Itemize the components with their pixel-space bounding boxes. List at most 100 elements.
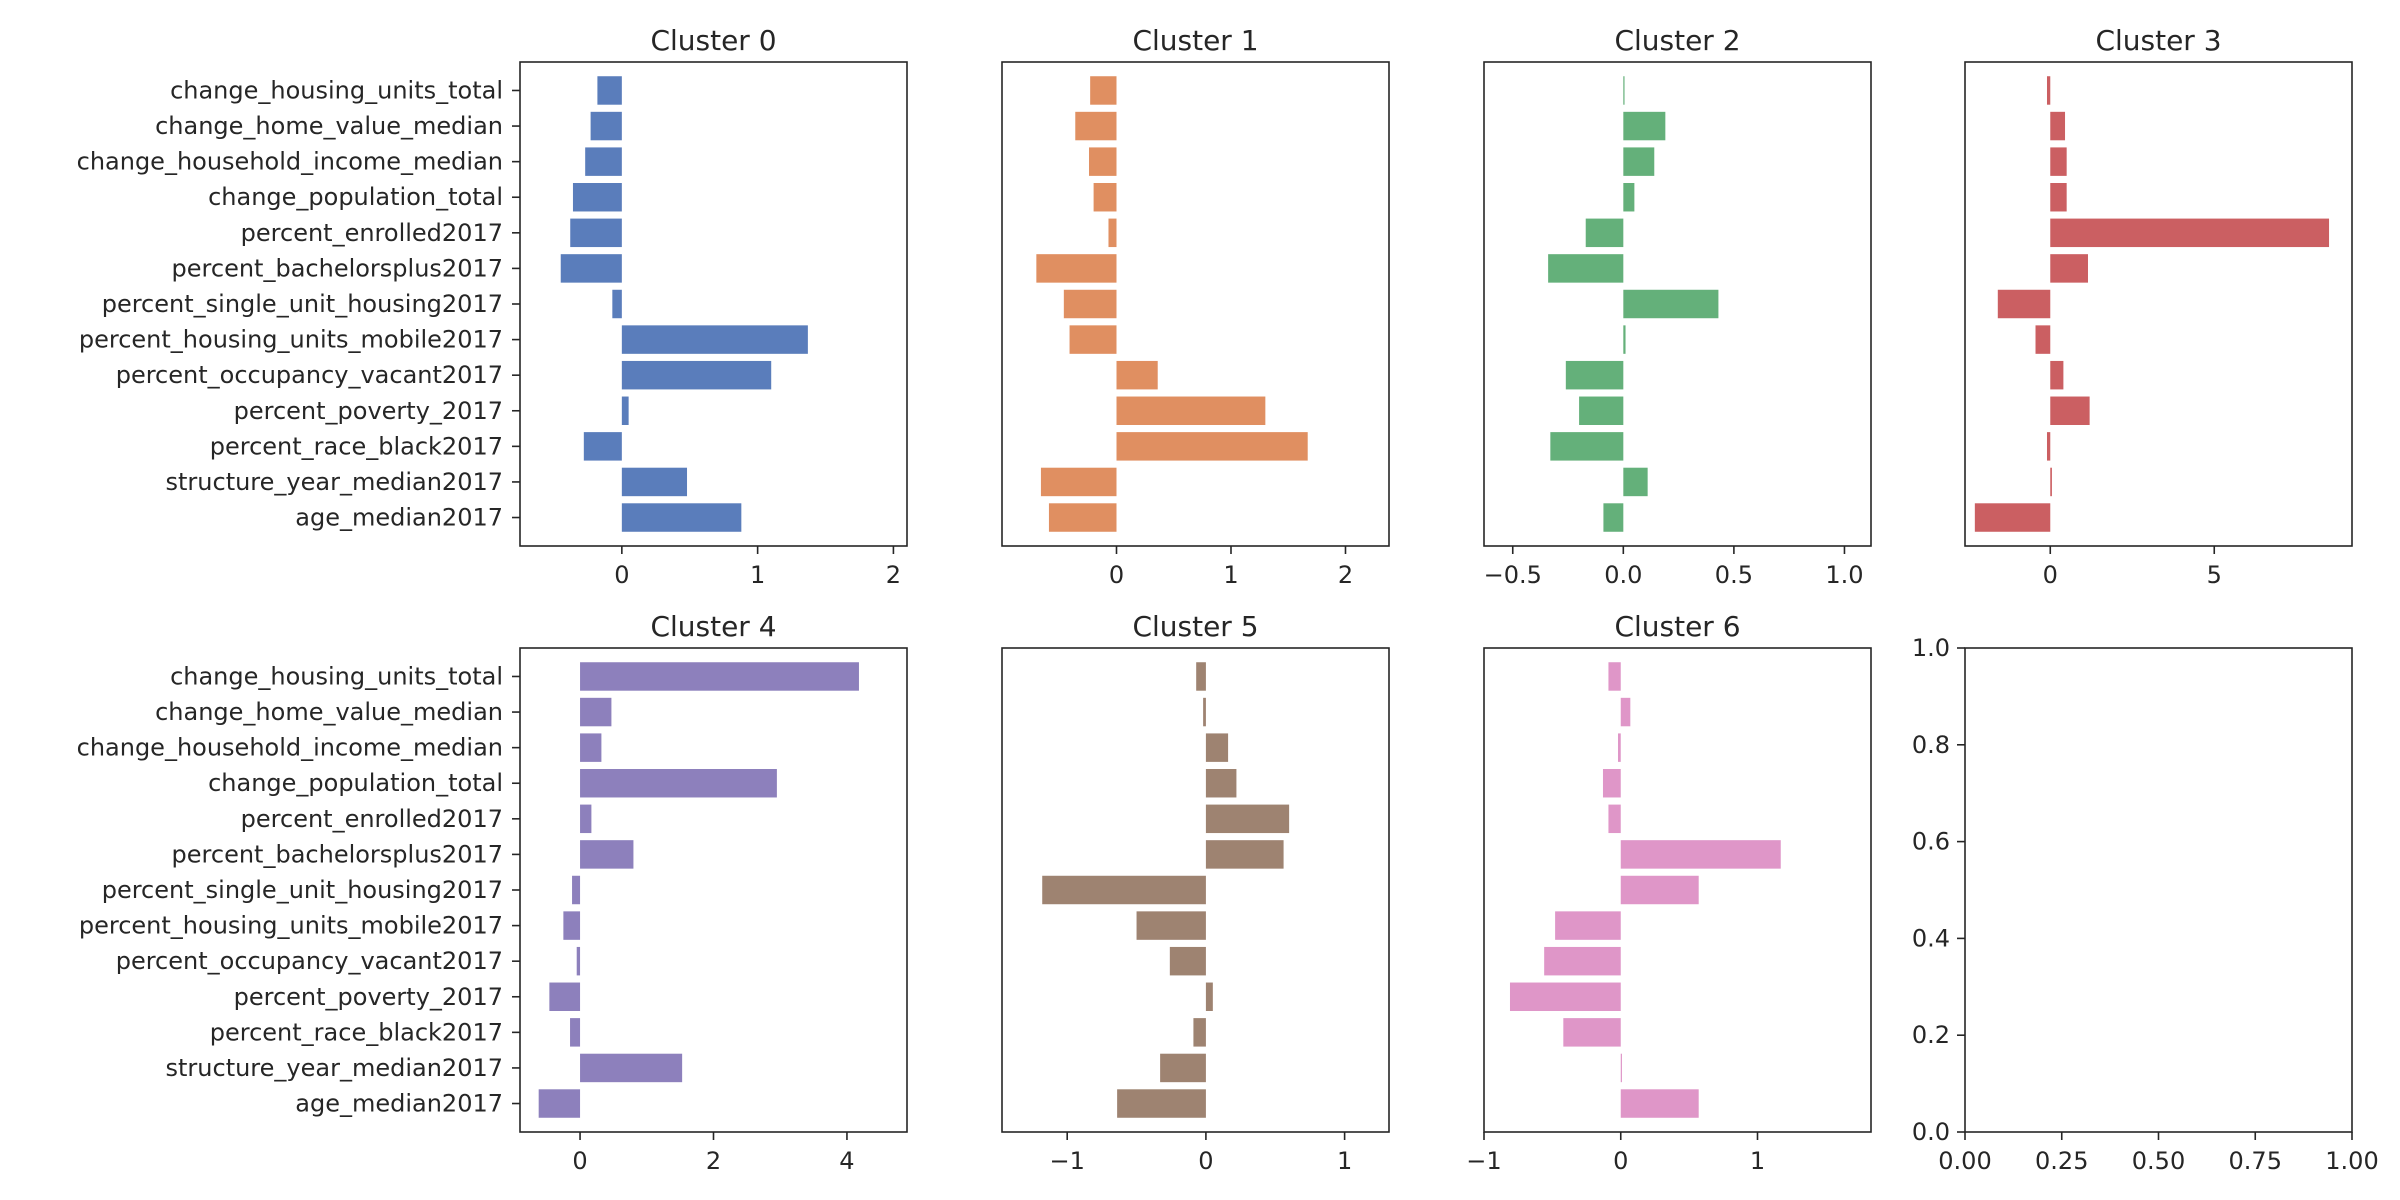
bar-age_median2017 bbox=[1048, 503, 1117, 532]
bar-change_home_value_median bbox=[1203, 697, 1206, 727]
bar-percent_race_black2017 bbox=[1550, 432, 1624, 461]
axes-frame bbox=[1483, 647, 1872, 1133]
bar-percent_enrolled2017 bbox=[570, 218, 622, 248]
bar-percent_bachelorsplus2017 bbox=[560, 254, 622, 283]
x-tick-label: 0.5 bbox=[1715, 561, 1753, 589]
bar-change_home_value_median bbox=[1623, 111, 1666, 141]
x-tick-label: 0 bbox=[1613, 1147, 1628, 1175]
panel-title: Cluster 2 bbox=[1614, 24, 1740, 57]
panel-title: Cluster 6 bbox=[1614, 610, 1740, 643]
y-tick-label: 0.2 bbox=[1912, 1021, 1950, 1049]
y-tick-label: 0.4 bbox=[1912, 924, 1950, 952]
category-label: change_population_total bbox=[208, 183, 503, 211]
x-tick-label: 0 bbox=[572, 1147, 587, 1175]
subplot-cluster-4: Cluster 4 0 2 4 change_housing_units_totalch… bbox=[77, 610, 908, 1175]
x-tick-label: 1 bbox=[1223, 561, 1238, 589]
bar-percent_occupancy_vacant2017 bbox=[2050, 360, 2064, 390]
bar-age_median2017 bbox=[1620, 1089, 1699, 1118]
x-tick-label: 1 bbox=[750, 561, 765, 589]
subplot-cluster-0: Cluster 0 0 1 2 change_housing_units_totalch… bbox=[77, 24, 908, 589]
axes-frame bbox=[1483, 61, 1872, 547]
bar-percent_enrolled2017 bbox=[2050, 218, 2330, 248]
x-tick-label: −1 bbox=[1466, 1147, 1501, 1175]
bar-percent_poverty_2017 bbox=[1509, 982, 1621, 1011]
bar-percent_occupancy_vacant2017 bbox=[1544, 946, 1621, 976]
bar-structure_year_median2017 bbox=[621, 467, 688, 497]
x-tick-label: −0.5 bbox=[1484, 561, 1542, 589]
category-label: structure_year_median2017 bbox=[166, 1054, 504, 1082]
bar-percent_single_unit_housing2017 bbox=[1063, 289, 1117, 319]
panel-title: Cluster 0 bbox=[650, 24, 776, 57]
category-label: percent_poverty_2017 bbox=[234, 397, 503, 425]
subplot-cluster-6: Cluster 6 −1 0 1 bbox=[1466, 610, 1872, 1175]
x-tick-label: 0.75 bbox=[2229, 1147, 2282, 1175]
category-label: change_population_total bbox=[208, 769, 503, 797]
x-tick-label: 2 bbox=[1338, 561, 1353, 589]
bar-percent_single_unit_housing2017 bbox=[1620, 875, 1699, 905]
bar-change_population_total bbox=[2050, 183, 2067, 212]
category-label: structure_year_median2017 bbox=[166, 468, 504, 496]
x-tick-label: 0.25 bbox=[2035, 1147, 2088, 1175]
category-label: change_household_income_median bbox=[77, 734, 503, 762]
bar-structure_year_median2017 bbox=[2050, 467, 2052, 497]
bar-change_housing_units_total bbox=[1090, 76, 1117, 105]
bar-change_population_total bbox=[572, 183, 622, 212]
bar-percent_housing_units_mobile2017 bbox=[1136, 911, 1206, 940]
bar-age_median2017 bbox=[621, 503, 742, 532]
bar-percent_occupancy_vacant2017 bbox=[1565, 360, 1624, 390]
bar-percent_poverty_2017 bbox=[2050, 396, 2090, 425]
bar-percent_race_black2017 bbox=[2046, 432, 2051, 461]
bar-percent_poverty_2017 bbox=[1205, 982, 1213, 1011]
bar-structure_year_median2017 bbox=[1623, 467, 1648, 497]
x-tick-label: 2 bbox=[886, 561, 901, 589]
panel-title: Cluster 4 bbox=[650, 610, 776, 643]
category-label: change_home_value_median bbox=[155, 112, 503, 140]
bar-percent_single_unit_housing2017 bbox=[1042, 875, 1206, 905]
x-tick-label: 4 bbox=[839, 1147, 854, 1175]
bar-change_population_total bbox=[1205, 769, 1237, 798]
category-label: percent_housing_units_mobile2017 bbox=[79, 326, 503, 354]
category-label: change_household_income_median bbox=[77, 148, 503, 176]
bar-age_median2017 bbox=[1117, 1089, 1206, 1118]
bar-percent_race_black2017 bbox=[583, 432, 622, 461]
x-tick-label: 1 bbox=[1337, 1147, 1352, 1175]
bar-percent_housing_units_mobile2017 bbox=[563, 911, 581, 940]
x-tick-label: 0 bbox=[614, 561, 629, 589]
x-tick-label: 0 bbox=[2043, 561, 2058, 589]
bar-structure_year_median2017 bbox=[1160, 1053, 1206, 1083]
category-label: change_housing_units_total bbox=[170, 76, 503, 104]
category-label: percent_bachelorsplus2017 bbox=[172, 840, 503, 868]
bar-percent_poverty_2017 bbox=[1579, 396, 1624, 425]
category-label: age_median2017 bbox=[295, 504, 503, 532]
bar-change_household_income_median bbox=[1089, 147, 1117, 176]
bar-age_median2017 bbox=[538, 1089, 581, 1118]
bar-structure_year_median2017 bbox=[1040, 467, 1117, 497]
panel-title: Cluster 3 bbox=[2095, 24, 2221, 57]
x-tick-label: 1 bbox=[1750, 1147, 1765, 1175]
bar-percent_bachelorsplus2017 bbox=[1036, 254, 1117, 283]
bar-percent_occupancy_vacant2017 bbox=[1169, 946, 1206, 976]
bar-percent_single_unit_housing2017 bbox=[572, 875, 581, 905]
bar-percent_housing_units_mobile2017 bbox=[1623, 325, 1626, 354]
panel-title: Cluster 5 bbox=[1132, 610, 1258, 643]
x-tick-label: 1.00 bbox=[2325, 1147, 2378, 1175]
category-label: percent_single_unit_housing2017 bbox=[102, 876, 503, 904]
bar-change_population_total bbox=[1602, 769, 1621, 798]
bar-change_population_total bbox=[1623, 183, 1635, 212]
category-label: percent_race_black2017 bbox=[210, 432, 503, 460]
subplot-cluster-2: Cluster 2 −0.5 0.0 0.5 1.0 bbox=[1483, 24, 1872, 589]
bar-change_household_income_median bbox=[2050, 147, 2067, 176]
x-tick-label: −1 bbox=[1049, 1147, 1084, 1175]
bar-percent_bachelorsplus2017 bbox=[1620, 840, 1781, 869]
category-label: percent_housing_units_mobile2017 bbox=[79, 912, 503, 940]
category-label: percent_poverty_2017 bbox=[234, 983, 503, 1011]
bar-age_median2017 bbox=[1974, 503, 2051, 532]
bar-percent_race_black2017 bbox=[570, 1018, 581, 1047]
bar-percent_housing_units_mobile2017 bbox=[2035, 325, 2051, 354]
bar-percent_occupancy_vacant2017 bbox=[621, 360, 772, 390]
category-label: percent_enrolled2017 bbox=[241, 219, 503, 247]
y-tick-label: 0.0 bbox=[1912, 1118, 1950, 1146]
bar-change_population_total bbox=[1093, 183, 1117, 212]
